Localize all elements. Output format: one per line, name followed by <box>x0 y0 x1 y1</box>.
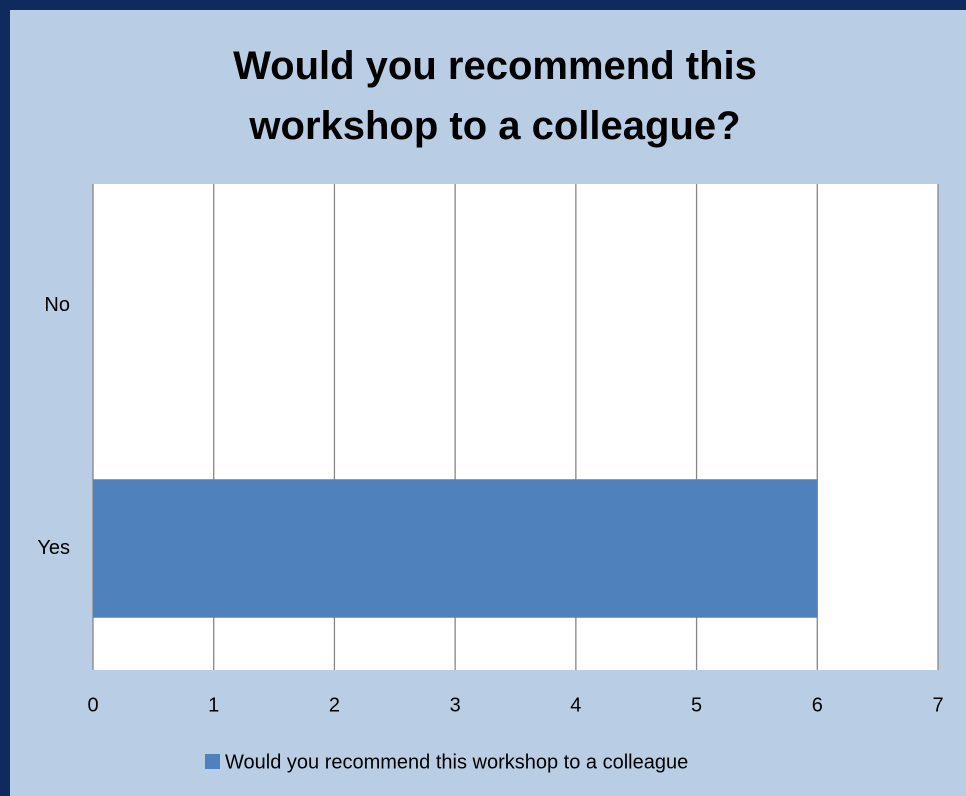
x-tick-label: 5 <box>691 694 702 716</box>
y-tick-label: No <box>44 294 70 316</box>
legend-swatch <box>205 754 220 769</box>
chart-title: Would you recommend this workshop to a c… <box>233 44 757 148</box>
x-tick-label: 4 <box>570 694 581 716</box>
legend-label: Would you recommend this workshop to a c… <box>225 751 688 773</box>
x-tick-label: 7 <box>932 694 943 716</box>
x-tick-label: 0 <box>87 694 98 716</box>
x-tick-label: 6 <box>812 694 823 716</box>
y-tick-label: Yes <box>37 537 70 559</box>
x-tick-label: 3 <box>450 694 461 716</box>
bar <box>93 479 818 618</box>
x-tick-label: 2 <box>329 694 340 716</box>
x-tick-label: 1 <box>208 694 219 716</box>
